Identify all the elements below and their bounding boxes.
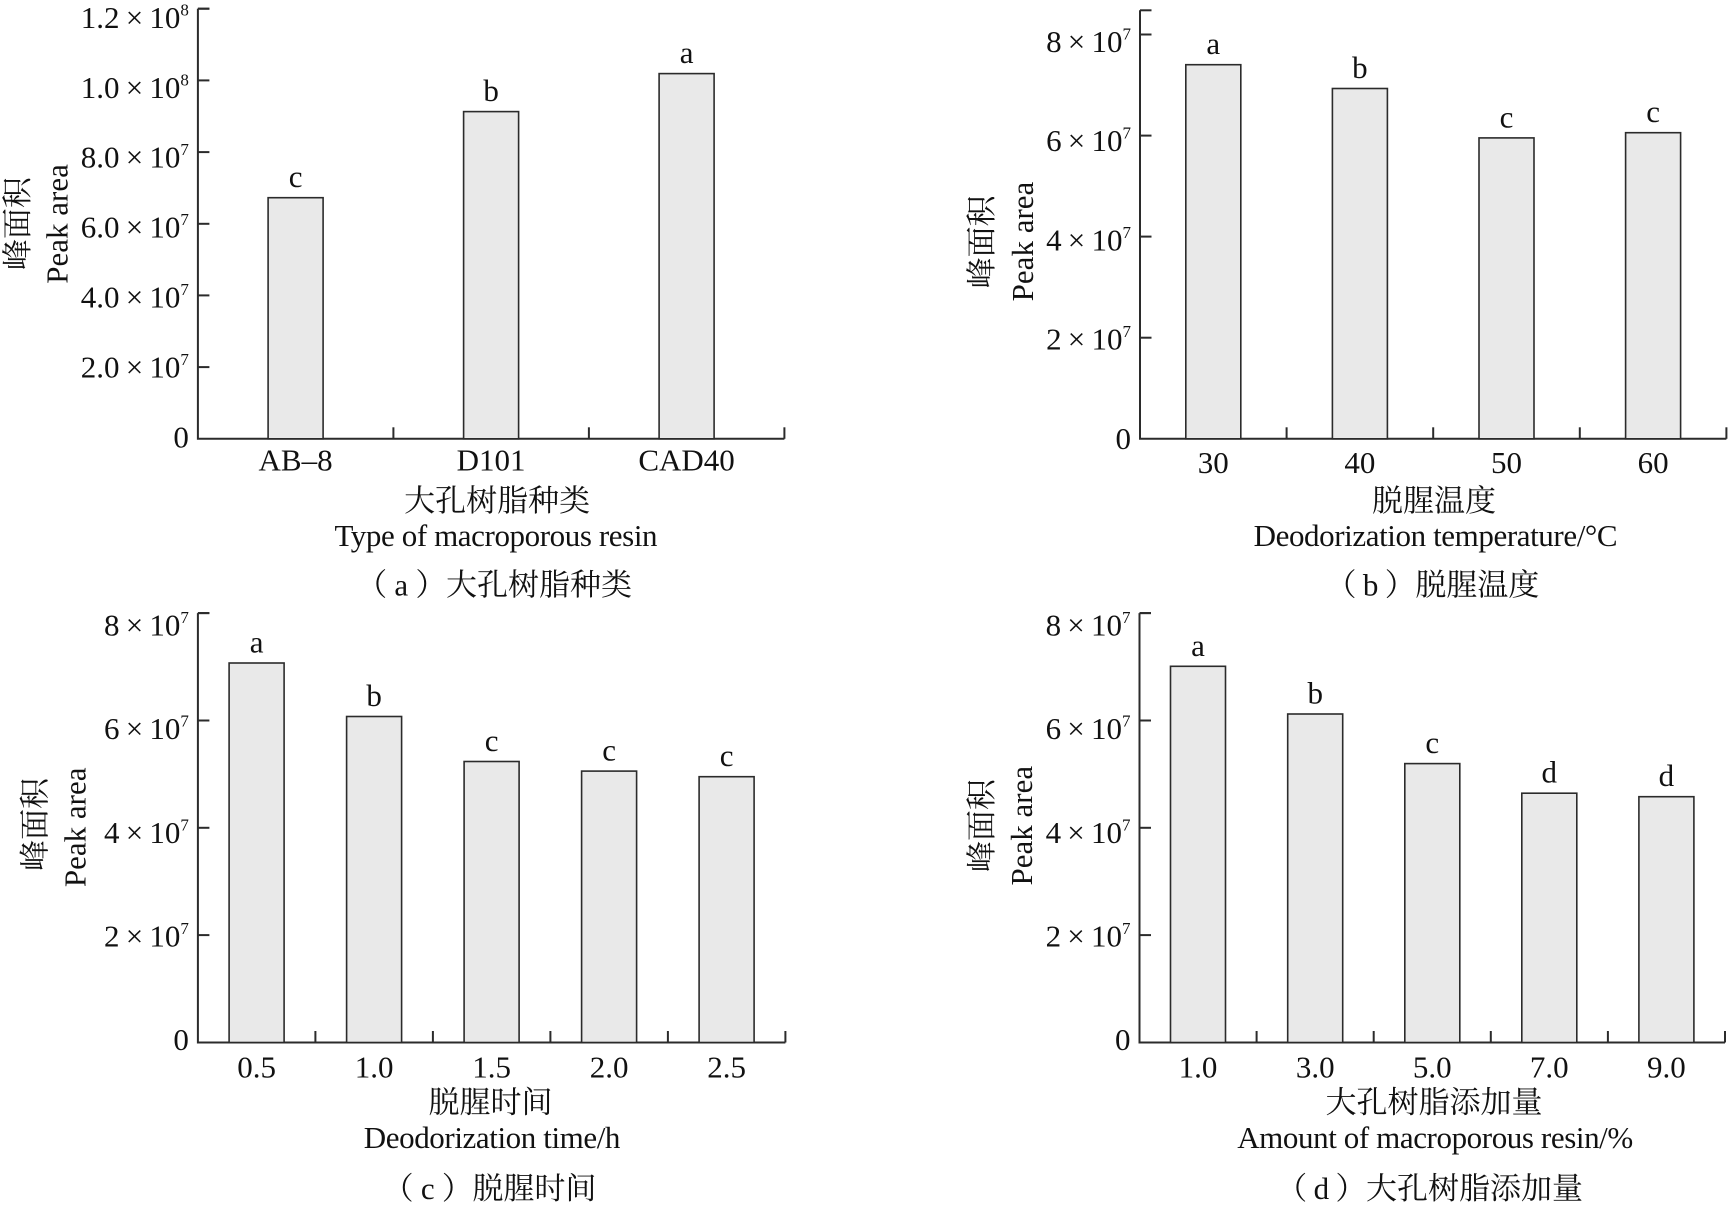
- svg-text:c: c: [602, 733, 616, 768]
- svg-text:d: d: [1542, 755, 1558, 790]
- svg-text:50: 50: [1491, 445, 1522, 480]
- svg-text:a: a: [1191, 628, 1205, 663]
- svg-text:a: a: [680, 35, 694, 70]
- svg-text:a: a: [1206, 26, 1220, 61]
- svg-text:7.0: 7.0: [1530, 1050, 1569, 1085]
- svg-text:2.0: 2.0: [590, 1050, 629, 1085]
- svg-text:40: 40: [1344, 445, 1375, 480]
- svg-text:1.5: 1.5: [472, 1050, 511, 1085]
- svg-text:a: a: [250, 625, 264, 660]
- svg-text:Peak area: Peak area: [1004, 766, 1039, 886]
- svg-text:5.0: 5.0: [1413, 1050, 1452, 1085]
- svg-text:Peak area: Peak area: [1005, 181, 1040, 301]
- svg-text:30: 30: [1198, 445, 1229, 480]
- svg-text:8 × 107: 8 × 107: [1046, 608, 1131, 643]
- svg-text:4.0 × 107: 4.0 × 107: [81, 280, 190, 315]
- svg-text:2 × 107: 2 × 107: [104, 918, 189, 953]
- svg-text:CAD40: CAD40: [638, 443, 734, 478]
- svg-text:Amount of macroporous resin/%: Amount of macroporous resin/%: [1237, 1120, 1633, 1155]
- svg-text:c: c: [289, 159, 303, 194]
- svg-text:8 × 107: 8 × 107: [104, 608, 189, 643]
- svg-text:b: b: [366, 678, 382, 713]
- svg-text:c: c: [1646, 94, 1660, 129]
- svg-text:4 × 107: 4 × 107: [1046, 222, 1131, 257]
- svg-text:2 × 107: 2 × 107: [1046, 918, 1131, 953]
- svg-text:1.2 × 108: 1.2 × 108: [81, 0, 189, 35]
- svg-text:1.0: 1.0: [1179, 1050, 1218, 1085]
- svg-text:a: a: [394, 567, 408, 602]
- svg-text:Deodorization time/h: Deodorization time/h: [364, 1120, 621, 1155]
- svg-text:3.0: 3.0: [1296, 1050, 1335, 1085]
- svg-text:6 × 107: 6 × 107: [1046, 711, 1131, 746]
- svg-text:D101: D101: [457, 443, 526, 478]
- svg-text:2.0 × 107: 2.0 × 107: [81, 350, 190, 385]
- svg-text:Deodorization temperature/°C: Deodorization temperature/°C: [1254, 518, 1618, 553]
- svg-text:6.0 × 107: 6.0 × 107: [81, 210, 190, 245]
- svg-text:Type of macroporous resin: Type of macroporous resin: [334, 518, 658, 553]
- svg-text:c: c: [421, 1171, 435, 1205]
- svg-text:2 × 107: 2 × 107: [1046, 322, 1131, 357]
- svg-text:6 × 107: 6 × 107: [104, 711, 189, 746]
- svg-text:c: c: [1500, 99, 1514, 134]
- svg-text:AB–8: AB–8: [259, 443, 333, 478]
- svg-text:8 × 107: 8 × 107: [1046, 24, 1131, 59]
- svg-text:0.5: 0.5: [237, 1050, 276, 1085]
- svg-text:0: 0: [173, 420, 189, 455]
- svg-text:0: 0: [1115, 1022, 1131, 1057]
- svg-text:8.0 × 107: 8.0 × 107: [81, 140, 190, 175]
- svg-text:d: d: [1659, 758, 1675, 793]
- svg-text:b: b: [1363, 567, 1379, 602]
- svg-text:2.5: 2.5: [707, 1050, 746, 1085]
- svg-text:0: 0: [1116, 421, 1132, 456]
- svg-text:9.0: 9.0: [1647, 1050, 1686, 1085]
- svg-text:c: c: [720, 738, 734, 773]
- svg-text:b: b: [483, 73, 499, 108]
- svg-text:1.0: 1.0: [355, 1050, 394, 1085]
- svg-text:60: 60: [1638, 445, 1669, 480]
- svg-text:d: d: [1314, 1171, 1330, 1205]
- svg-text:b: b: [1307, 676, 1323, 711]
- svg-text:c: c: [485, 723, 499, 758]
- svg-text:4 × 107: 4 × 107: [1046, 815, 1131, 850]
- svg-text:6 × 107: 6 × 107: [1046, 123, 1131, 158]
- svg-text:c: c: [1425, 725, 1439, 760]
- svg-text:Peak area: Peak area: [58, 767, 93, 887]
- svg-text:4 × 107: 4 × 107: [104, 815, 189, 850]
- svg-text:0: 0: [173, 1022, 189, 1057]
- svg-text:1.0 × 108: 1.0 × 108: [81, 70, 189, 105]
- svg-text:b: b: [1352, 50, 1368, 85]
- svg-text:Peak area: Peak area: [39, 164, 74, 284]
